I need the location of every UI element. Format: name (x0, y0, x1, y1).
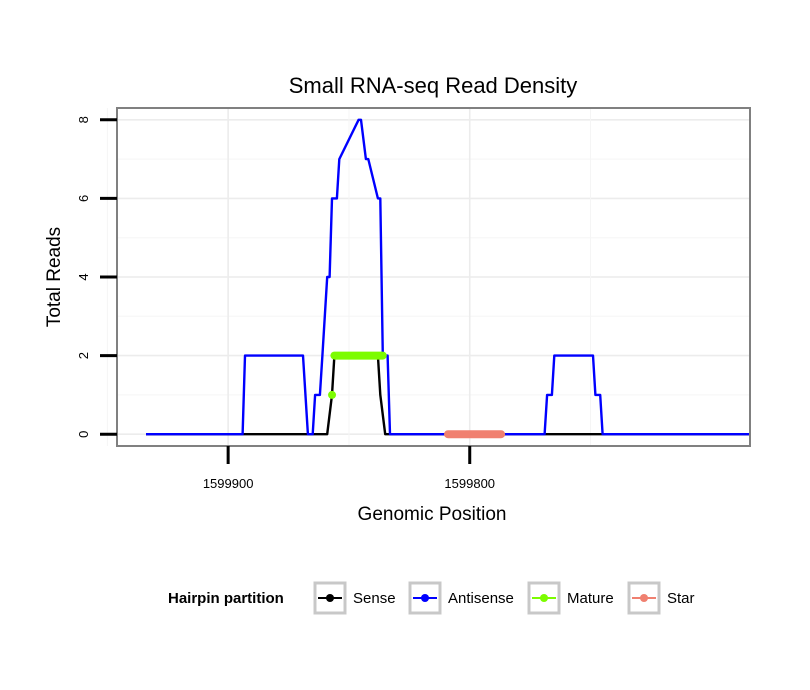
legend-key-dot (640, 594, 648, 602)
series-layer (146, 118, 750, 439)
legend-item-mature: Mature (527, 581, 614, 615)
legend-item-star: Star (627, 581, 695, 615)
chart-title: Small RNA-seq Read Density (289, 73, 578, 98)
y-axis: 0 2 4 6 8 (76, 116, 117, 438)
y-tick-label: 4 (76, 273, 91, 280)
series-line-antisense (146, 118, 750, 436)
legend-item-antisense: Antisense (408, 581, 514, 615)
y-tick-label: 0 (76, 431, 91, 438)
y-tick-label: 2 (76, 352, 91, 359)
x-axis-title: Genomic Position (358, 504, 507, 525)
gridlines (106, 108, 750, 446)
legend-label: Mature (567, 590, 614, 607)
legend-key-dot (421, 594, 429, 602)
legend-title: Hairpin partition (168, 590, 284, 607)
legend: Hairpin partition Sense Antisense Mature St… (168, 581, 695, 615)
legend-item-sense: Sense (313, 581, 396, 615)
x-tick-label: 1599800 (444, 476, 495, 491)
y-tick-label: 6 (76, 195, 91, 202)
legend-label: Antisense (448, 590, 514, 607)
series-point-mature (328, 390, 337, 399)
legend-key-dot (326, 594, 334, 602)
x-axis: 1599900 1599800 (203, 446, 495, 491)
legend-label: Sense (353, 590, 396, 607)
legend-key-dot (540, 594, 548, 602)
legend-label: Star (667, 590, 695, 607)
y-tick-label: 8 (76, 116, 91, 123)
x-tick-label: 1599900 (203, 476, 254, 491)
y-axis-title: Total Reads (44, 227, 65, 327)
